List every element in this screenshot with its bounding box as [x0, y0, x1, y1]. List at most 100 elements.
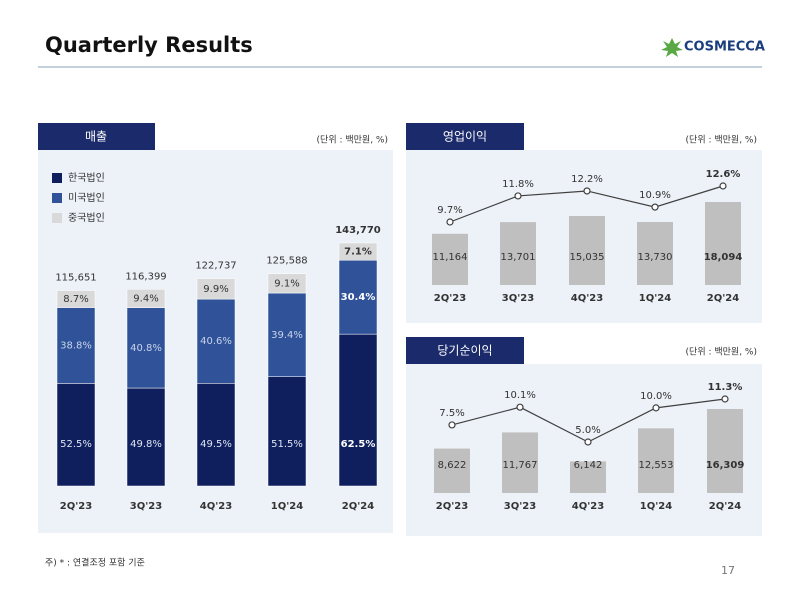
bar-label: 11,164	[433, 252, 468, 263]
total-label: 143,770	[335, 225, 381, 236]
bar	[500, 222, 536, 285]
bar-segment	[196, 278, 236, 300]
page-number: 17	[721, 564, 735, 577]
bar-segment	[126, 289, 166, 309]
total-label: 125,588	[266, 256, 307, 267]
panel-title: 영업이익	[443, 130, 487, 144]
bar-segment	[196, 383, 236, 487]
segment-label: 9.1%	[274, 278, 299, 289]
bar-segment	[126, 307, 166, 389]
bar-label: 11,767	[503, 460, 538, 471]
segment-label: 7.1%	[344, 247, 372, 258]
bar-segment	[56, 383, 96, 487]
legend-label: 중국법인	[68, 212, 105, 224]
total-label: 116,399	[125, 271, 166, 282]
category-label: 4Q'23	[572, 501, 604, 512]
line-label: 7.5%	[439, 408, 464, 419]
line-label: 12.6%	[706, 169, 741, 180]
category-label: 2Q'23	[436, 501, 468, 512]
unit-label: (단위 : 백만원, %)	[686, 135, 757, 146]
line-label: 5.0%	[575, 425, 600, 436]
panel-title: 매출	[85, 130, 107, 144]
panel-title: 당기순이익	[437, 344, 492, 358]
total-label: 122,737	[195, 261, 236, 272]
segment-label: 49.8%	[130, 439, 162, 450]
category-label: 2Q'23	[434, 293, 466, 304]
unit-label: (단위 : 백만원, %)	[317, 135, 388, 146]
bar-segment	[338, 260, 378, 335]
category-label: 1Q'24	[640, 501, 672, 512]
category-label: 2Q'24	[342, 501, 374, 512]
segment-label: 49.5%	[200, 439, 232, 450]
bar-label: 13,701	[501, 252, 536, 263]
line-label: 10.9%	[639, 190, 671, 201]
legend-swatch	[52, 193, 62, 203]
bar-label: 6,142	[574, 460, 603, 471]
line-label: 9.7%	[437, 205, 462, 216]
line-marker	[719, 182, 727, 190]
segment-label: 38.8%	[60, 340, 92, 351]
line-label: 10.0%	[640, 391, 672, 402]
line-marker	[583, 187, 591, 195]
segment-label: 40.8%	[130, 343, 162, 354]
line-marker	[516, 403, 524, 411]
bar	[432, 233, 468, 285]
segment-label: 30.4%	[341, 292, 376, 303]
bar-segment	[196, 298, 236, 384]
category-label: 2Q'24	[707, 293, 739, 304]
category-label: 2Q'23	[60, 501, 92, 512]
bar-segment	[338, 242, 378, 261]
bar-label: 15,035	[570, 252, 605, 263]
segment-label: 51.5%	[271, 439, 303, 450]
segment-label: 39.4%	[271, 330, 303, 341]
category-label: 1Q'24	[271, 501, 303, 512]
segment-label: 8.7%	[63, 294, 88, 305]
bar	[434, 448, 470, 493]
line-label: 11.8%	[502, 179, 534, 190]
category-label: 4Q'23	[571, 293, 603, 304]
category-label: 4Q'23	[200, 501, 232, 512]
bar-label: 12,553	[639, 460, 674, 471]
category-label: 3Q'23	[504, 501, 536, 512]
segment-label: 40.6%	[200, 336, 232, 347]
bar	[570, 461, 606, 493]
line-label: 10.1%	[504, 390, 536, 401]
legend-swatch	[52, 173, 62, 183]
bar-label: 8,622	[438, 460, 467, 471]
legend-label: 한국법인	[68, 172, 105, 184]
segment-label: 52.5%	[60, 439, 92, 450]
line-marker	[651, 203, 659, 211]
line-marker	[652, 404, 660, 412]
line-marker	[584, 438, 592, 446]
category-label: 2Q'24	[709, 501, 741, 512]
page-title: Quarterly Results	[45, 33, 253, 57]
category-label: 1Q'24	[639, 293, 671, 304]
line-label: 11.3%	[708, 382, 743, 393]
segment-label: 9.9%	[203, 284, 228, 295]
bar-segment	[126, 387, 166, 487]
bar	[707, 409, 743, 493]
panel-tab	[38, 123, 155, 150]
panel-tab	[406, 123, 524, 150]
line-marker	[721, 395, 729, 403]
bar-label: 13,730	[638, 252, 673, 263]
category-label: 3Q'23	[502, 293, 534, 304]
line-marker	[514, 192, 522, 200]
footnote: 주) * : 연결조정 포함 기준	[45, 558, 145, 569]
bar	[705, 202, 741, 285]
logo-icon	[661, 38, 683, 57]
total-label: 115,651	[55, 273, 96, 284]
legend-swatch	[52, 213, 62, 223]
panel-tab	[406, 337, 524, 364]
bar	[569, 216, 605, 285]
bar	[638, 428, 674, 493]
legend-label: 미국법인	[68, 192, 105, 204]
line-marker	[446, 218, 454, 226]
bar-segment	[267, 273, 307, 294]
bar	[502, 432, 538, 493]
unit-label: (단위 : 백만원, %)	[686, 347, 757, 358]
logo: COSMECCA	[684, 40, 765, 55]
bar-segment	[267, 376, 307, 487]
bar-segment	[338, 333, 378, 487]
